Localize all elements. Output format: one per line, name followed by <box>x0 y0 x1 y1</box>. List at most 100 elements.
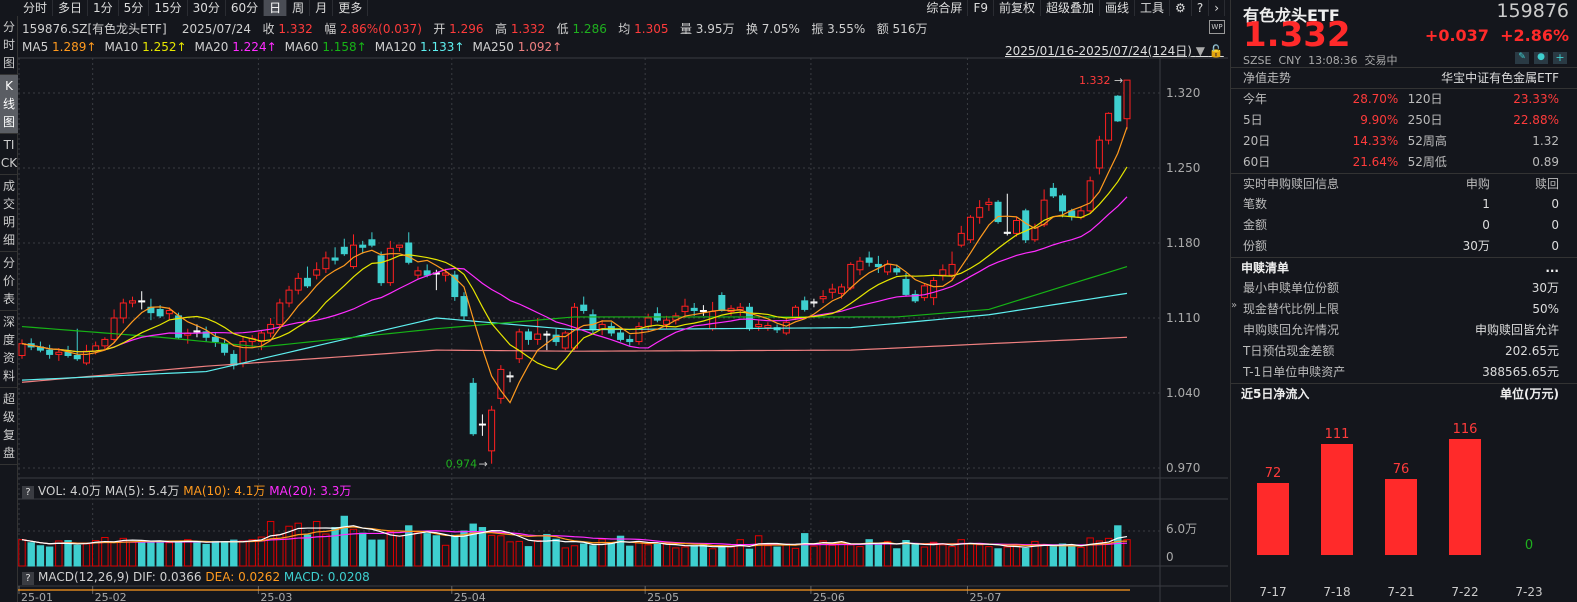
volume-bar <box>911 543 919 567</box>
add-icon[interactable]: + <box>1553 52 1567 64</box>
ma-label: MA5 <box>22 40 49 54</box>
more-button[interactable]: ... <box>1545 261 1559 275</box>
candle <box>626 335 634 346</box>
tool-button[interactable]: 工具 <box>1135 0 1171 16</box>
candle <box>653 307 661 323</box>
candle <box>322 251 330 273</box>
candle <box>699 305 707 316</box>
view-tab[interactable]: 成交明细 <box>0 175 18 252</box>
view-tab[interactable]: 超级复盘 <box>0 388 18 465</box>
bell-icon[interactable]: ● <box>1534 52 1548 64</box>
volume-bar <box>441 544 450 567</box>
volume-bar <box>101 537 109 567</box>
candle <box>690 302 698 316</box>
period-tab[interactable]: 日 <box>264 0 288 16</box>
tool-button[interactable]: 综合屏 <box>921 0 969 16</box>
volume-bar <box>27 542 35 567</box>
expand-icon[interactable]: » <box>1231 300 1238 311</box>
period-tab[interactable]: 1分 <box>88 0 119 16</box>
nav-period: 60日 <box>1243 155 1271 169</box>
help-icon[interactable]: ? <box>1192 0 1210 16</box>
tool-toolbar: 综合屏 F9 前复权 超级叠加 画线 工具 ⚙? › <box>921 0 1225 16</box>
view-tab[interactable]: K线图 <box>0 75 18 134</box>
view-tab[interactable]: 分时图 <box>0 16 18 75</box>
kline-chart[interactable]: 1.320 1.250 1.180 1.110 1.040 0.970 6.0万 0 25-01… <box>0 0 1230 602</box>
nav-return: 28.70% <box>1352 92 1399 106</box>
period-tab[interactable]: 月 <box>310 0 334 16</box>
volume-bar <box>939 544 947 567</box>
view-tab[interactable]: 分价表 <box>0 252 18 311</box>
period-tab[interactable]: 更多 <box>333 0 369 16</box>
volume-bar <box>929 541 938 567</box>
volume-bar <box>18 539 26 567</box>
candle <box>764 322 772 331</box>
price-tick: 1.250 <box>1166 161 1200 175</box>
candle <box>506 371 514 383</box>
candle <box>359 240 367 254</box>
candle <box>1095 135 1103 175</box>
list-row: T日预估现金差额 202.65元 <box>1231 341 1577 362</box>
tool-button[interactable]: F9 <box>968 0 994 16</box>
volume-bar <box>865 539 873 567</box>
volume-bar <box>773 546 781 567</box>
volume-bar <box>451 534 459 567</box>
candle <box>543 330 551 351</box>
candle <box>966 215 974 243</box>
volume-bar <box>285 525 293 567</box>
nav-title: 净值走势 <box>1243 71 1292 85</box>
candle <box>18 339 26 359</box>
open-value: 1.296 <box>449 22 484 36</box>
list-row: T-1日单位申赎资产 388565.65元 <box>1231 362 1577 383</box>
volume-bar <box>1123 539 1131 567</box>
period-tab[interactable]: 多日 <box>53 0 89 16</box>
volume-bar <box>184 539 192 567</box>
wp-icon[interactable]: WP <box>1209 20 1225 34</box>
volume-bar <box>561 547 569 567</box>
help-icon[interactable]: ? <box>22 572 34 585</box>
volume-bar <box>36 545 45 567</box>
list-label: 申购赎回允许情况 <box>1243 323 1340 337</box>
view-tab[interactable]: 深度资料 <box>0 311 18 388</box>
volume-bar <box>303 534 312 567</box>
amplitude-value: 振 3.55% <box>811 22 866 36</box>
gear-icon[interactable]: ⚙ <box>1170 0 1192 16</box>
period-tab[interactable]: 15分 <box>149 0 188 16</box>
candle <box>184 328 192 344</box>
candle <box>1086 176 1094 213</box>
view-tab[interactable]: TICK <box>0 134 18 175</box>
period-tab[interactable]: 分时 <box>18 0 54 16</box>
tool-button[interactable]: 前复权 <box>994 0 1041 16</box>
volume-bar <box>174 542 183 567</box>
price-tick: 1.180 <box>1166 236 1200 250</box>
realtime-redeem: 0 <box>1551 218 1559 232</box>
price-change: +0.037 <box>1424 26 1489 45</box>
list-header: 申赎清单... <box>1231 257 1577 278</box>
chevron-right-icon[interactable]: › <box>1209 0 1225 16</box>
volume-bar <box>1003 546 1011 567</box>
inflow-value: 0 <box>1525 538 1533 553</box>
tool-button[interactable]: 画线 <box>1100 0 1136 16</box>
nav-return: 23.33% <box>1513 92 1559 106</box>
period-tab[interactable]: 60分 <box>226 0 265 16</box>
volume-bar <box>1022 547 1030 567</box>
vol-tick: 6.0万 <box>1166 522 1197 536</box>
period-tab[interactable]: 5分 <box>119 0 150 16</box>
volume-bar <box>487 534 496 567</box>
lock-icon[interactable]: 🔓 <box>1208 44 1224 58</box>
period-tab[interactable]: 周 <box>287 0 311 16</box>
turnover-value: 换 7.05% <box>745 22 800 36</box>
volume-bar <box>975 544 984 567</box>
inflow-date: 7-23 <box>1515 585 1542 599</box>
tool-button[interactable]: 超级叠加 <box>1041 0 1101 16</box>
date-range-selector[interactable]: 2025/01/16-2025/07/24(124日) ▼ 🔓 <box>1005 42 1224 59</box>
period-tab[interactable]: 30分 <box>188 0 226 16</box>
candle <box>294 272 302 295</box>
edit-icon[interactable]: ✎ <box>1515 52 1529 64</box>
help-icon[interactable]: ? <box>22 486 34 499</box>
candle <box>920 283 928 301</box>
candle <box>350 234 357 269</box>
nav-index-name: 华宝中证有色金属ETF <box>1441 71 1559 85</box>
candle <box>129 296 136 308</box>
volume-bar <box>635 541 643 567</box>
volume-bar <box>202 543 210 567</box>
